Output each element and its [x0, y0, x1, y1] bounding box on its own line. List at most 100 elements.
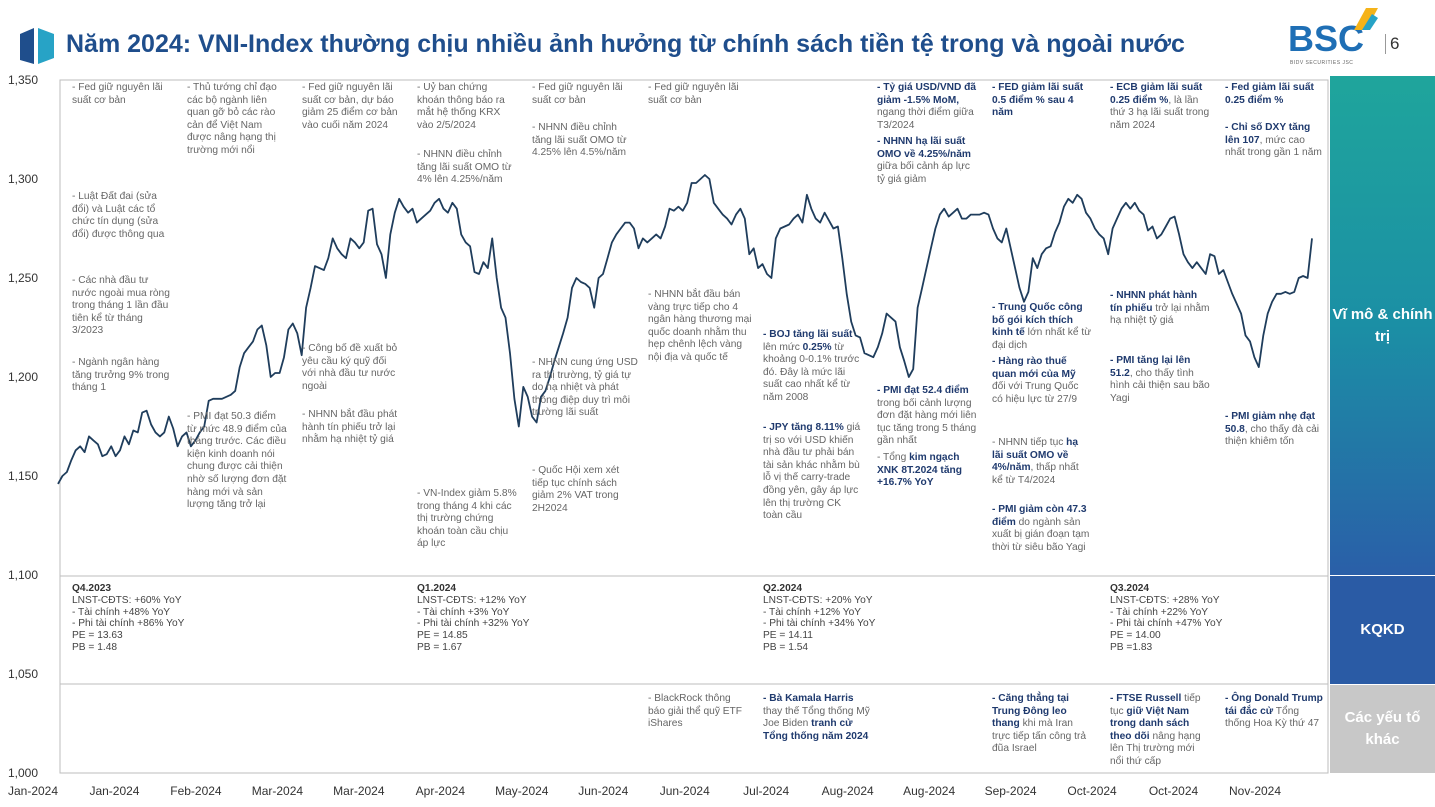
macro-note: - PMI giảm nhẹ đạt 50.8, cho thấy đà cải…: [1225, 411, 1320, 448]
other-factor-note: - Căng thẳng tại Trung Đông leo thang kh…: [992, 693, 1087, 755]
quarter-result-line: PB =1.83: [1110, 641, 1153, 653]
x-tick-label: May-2024: [495, 784, 549, 798]
y-tick-label: 1,250: [8, 271, 38, 285]
macro-note: - NHNN bắt đầu phát hành tín phiếu trở l…: [302, 409, 398, 446]
other-factor-note: - Ông Donald Trump tái đắc cử Tổng thống…: [1225, 693, 1323, 730]
macro-note: - PMI giảm còn 47.3 điểm do ngành sản xu…: [992, 504, 1090, 553]
quarter-result-line: PE = 14.85: [417, 630, 468, 642]
macro-note: - Fed giữ nguyên lãi suất cơ bản: [532, 82, 623, 106]
macro-note: - Tỷ giá USD/VND đã giảm -1.5% MoM, ngan…: [877, 82, 977, 131]
y-tick-label: 1,300: [8, 172, 38, 186]
macro-note: - Fed giữ nguyên lãi suất cơ bản: [72, 82, 163, 106]
quarter-label: Q4.2023: [72, 583, 112, 594]
quarter-result-line: PE = 14.11: [763, 630, 813, 642]
x-tick-label: Jun-2024: [660, 784, 710, 798]
x-tick-label: Oct-2024: [1067, 784, 1117, 798]
quarter-result-line: PB = 1.48: [72, 641, 118, 653]
quarter-result-line: PB = 1.54: [763, 641, 809, 653]
x-tick-label: Nov-2024: [1229, 784, 1281, 798]
macro-note: - JPY tăng 8.11% giá trị so với USD khiế…: [763, 422, 861, 522]
quarter-result-line: - Phi tài chính +32% YoY: [417, 618, 530, 630]
macro-note: - VN-Index giảm 5.8% trong tháng 4 khi c…: [417, 488, 517, 550]
y-tick-label: 1,050: [8, 667, 38, 681]
quarter-result-line: LNST-CĐTS: +60% YoY: [72, 594, 182, 606]
x-tick-label: Oct-2024: [1149, 784, 1199, 798]
section-label-other: Các yếu tố khác: [1330, 685, 1435, 773]
brand-name: BSC: [1288, 18, 1365, 59]
quarter-result-line: - Tài chính +22% YoY: [1110, 606, 1209, 618]
header: Năm 2024: VNI-Index thường chịu nhiều ản…: [0, 0, 1435, 72]
macro-note: - Hàng rào thuế quan mới của Mỹ đối với …: [992, 356, 1079, 405]
section-label-other-text: Các yếu tố khác: [1344, 709, 1421, 748]
report-logo-icon: [20, 28, 54, 64]
quarter-result-line: PE = 13.63: [72, 630, 123, 642]
quarter-results: Q2.2024 LNST-CĐTS: +20% YoY - Tài chính +1…: [763, 583, 913, 654]
plot-frame: [59, 79, 1329, 774]
section-label-macro-text: Vĩ mô & chính trị: [1332, 305, 1433, 345]
other-factor-note: - Bà Kamala Harris thay thế Tổng thống M…: [763, 693, 870, 742]
quarter-result-line: PB = 1.67: [417, 641, 463, 653]
macro-note: - Tổng kim ngạch XNK 8T.2024 tăng +16.7%…: [877, 452, 962, 489]
macro-note: - Fed giảm lãi suất 0.25 điểm %: [1225, 82, 1314, 106]
x-tick-label: Apr-2024: [416, 784, 466, 798]
macro-note: - PMI đạt 50.3 điểm từ mức 48.9 điểm của…: [187, 411, 287, 511]
macro-note: - NHNN phát hành tín phiếu trở lại nhằm …: [1110, 290, 1210, 327]
macro-note: - Thủ tướng chỉ đạo các bộ ngành liên qu…: [187, 82, 277, 156]
y-tick-label: 1,150: [8, 469, 38, 483]
macro-note: - Fed giữ nguyên lãi suất cơ bản: [648, 82, 739, 106]
macro-note: - NHNN bắt đầu bán vàng trực tiếp cho 4 …: [648, 289, 752, 363]
brand-subtitle: BIDV SECURITIES JSC: [1290, 60, 1354, 66]
x-tick-label: Mar-2024: [333, 784, 385, 798]
macro-note: - Uỷ ban chứng khoán thông báo ra mắt hệ…: [417, 82, 505, 131]
macro-note: - Trung Quốc công bố gói kích thích kinh…: [992, 302, 1092, 351]
other-factor-note: - FTSE Russell tiếp tục giữ Việt Nam tro…: [1110, 693, 1201, 767]
quarter-results: Q4.2023 LNST-CĐTS: +60% YoY - Tài chính +4…: [72, 583, 222, 654]
macro-note: - Luật Đất đai (sửa đổi) và Luật các tổ …: [72, 191, 165, 240]
quarter-result-line: - Phi tài chính +47% YoY: [1110, 618, 1223, 630]
quarter-result-line: PE = 14.00: [1110, 630, 1161, 642]
quarter-result-line: - Phi tài chính +34% YoY: [763, 618, 876, 630]
macro-note: - Fed giữ nguyên lãi suất cơ bản, dự báo…: [302, 82, 398, 131]
x-tick-label: Sep-2024: [985, 784, 1037, 798]
macro-note: - NHNN cung ứng USD ra thị trường, tỷ gi…: [532, 357, 638, 419]
section-label-macro: Vĩ mô & chính trị: [1330, 76, 1435, 575]
quarter-result-line: - Tài chính +48% YoY: [72, 606, 171, 618]
macro-note: - NHNN điều chỉnh tăng lãi suất OMO từ 4…: [417, 149, 512, 186]
macro-note: - ECB giảm lãi suất 0.25 điểm %, là lần …: [1110, 82, 1210, 131]
macro-note: - Các nhà đầu tư nước ngoài mua ròng tro…: [72, 275, 170, 337]
quarter-result-line: - Tài chính +3% YoY: [417, 606, 510, 618]
macro-note: - NHNN tiếp tục hạ lãi suất OMO về 4%/nă…: [992, 437, 1079, 486]
y-tick-label: 1,350: [8, 73, 38, 87]
macro-note: - NHNN hạ lãi suất OMO về 4.25%/năm giữa…: [877, 136, 971, 185]
macro-note: - Chỉ số DXY tăng lên 107, mức cao nhất …: [1225, 122, 1322, 159]
brand-logo: BSC BIDV SECURITIES JSC: [1288, 8, 1388, 68]
macro-note: - Quốc Hội xem xét tiếp tục chính sách g…: [532, 465, 620, 514]
x-tick-label: Aug-2024: [822, 784, 874, 798]
quarter-result-line: LNST-CĐTS: +12% YoY: [417, 594, 527, 606]
macro-note: - PMI tăng lại lên 51.2, cho thấy tình h…: [1110, 355, 1210, 404]
other-factor-note: - BlackRock thông báo giải thể quỹ ETF i…: [648, 693, 743, 730]
x-tick-label: Jan-2024: [89, 784, 139, 798]
y-tick-label: 1,100: [8, 568, 38, 582]
y-tick-label: 1,200: [8, 370, 38, 384]
section-label-results: KQKD: [1330, 576, 1435, 684]
quarter-result-line: LNST-CĐTS: +28% YoY: [1110, 594, 1220, 606]
quarter-result-line: LNST-CĐTS: +20% YoY: [763, 594, 873, 606]
quarter-label: Q2.2024: [763, 583, 803, 594]
quarter-label: Q1.2024: [417, 583, 457, 594]
quarter-result-line: - Phi tài chính +86% YoY: [72, 618, 185, 630]
macro-note: - FED giảm lãi suất 0.5 điểm % sau 4 năm: [992, 82, 1084, 119]
quarter-results: Q1.2024 LNST-CĐTS: +12% YoY - Tài chính +3…: [417, 583, 567, 654]
macro-note: - PMI đạt 52.4 điểm trong bối cảnh lượng…: [877, 385, 977, 447]
x-tick-label: Aug-2024: [903, 784, 955, 798]
macro-note: - Công bố đề xuất bỏ yêu cầu ký quỹ đối …: [302, 343, 398, 392]
vni-index-line: [57, 174, 1313, 485]
page-title: Năm 2024: VNI-Index thường chịu nhiều ản…: [66, 30, 1185, 58]
section-label-results-text: KQKD: [1360, 621, 1405, 638]
quarter-label: Q3.2024: [1110, 583, 1150, 594]
x-tick-label: Jun-2024: [578, 784, 628, 798]
quarter-result-line: - Tài chính +12% YoY: [763, 606, 862, 618]
x-tick-label: Jul-2024: [743, 784, 789, 798]
macro-note: - Ngành ngân hàng tăng trưởng 9% trong t…: [72, 357, 170, 394]
